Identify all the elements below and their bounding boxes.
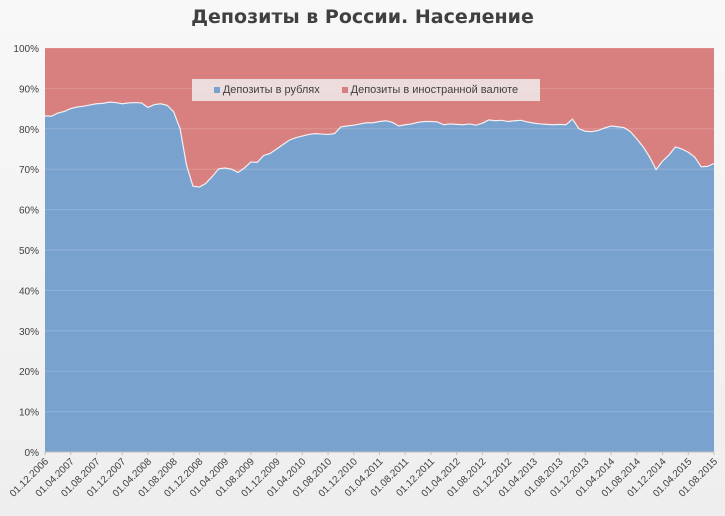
y-tick-label: 10%	[19, 408, 39, 419]
legend-label-rub: Депозиты в рублях	[222, 84, 320, 96]
y-tick-label: 30%	[19, 327, 39, 338]
y-tick-label: 80%	[19, 125, 39, 136]
y-tick-label: 60%	[19, 206, 39, 217]
chart-title: Депозиты в России. Население	[191, 6, 534, 28]
y-tick-label: 50%	[19, 246, 39, 257]
legend-item-rub: Депозиты в рублях	[213, 84, 320, 96]
chart-legend: Депозиты в рублях Депозиты в иностранной…	[192, 79, 540, 101]
legend-item-fx: Депозиты в иностранной валюте	[341, 84, 519, 96]
series-area-rub	[45, 102, 714, 453]
legend-label-fx: Депозиты в иностранной валюте	[350, 84, 519, 96]
y-tick-label: 0%	[25, 448, 40, 459]
y-tick-label: 20%	[19, 367, 39, 378]
y-tick-label: 40%	[19, 286, 39, 297]
y-tick-label: 70%	[19, 165, 39, 176]
legend-swatch-rub	[213, 87, 220, 93]
legend-swatch-fx	[341, 87, 348, 93]
y-tick-label: 100%	[13, 44, 39, 55]
series-boundary-line	[44, 101, 715, 188]
y-tick-label: 90%	[19, 84, 39, 95]
